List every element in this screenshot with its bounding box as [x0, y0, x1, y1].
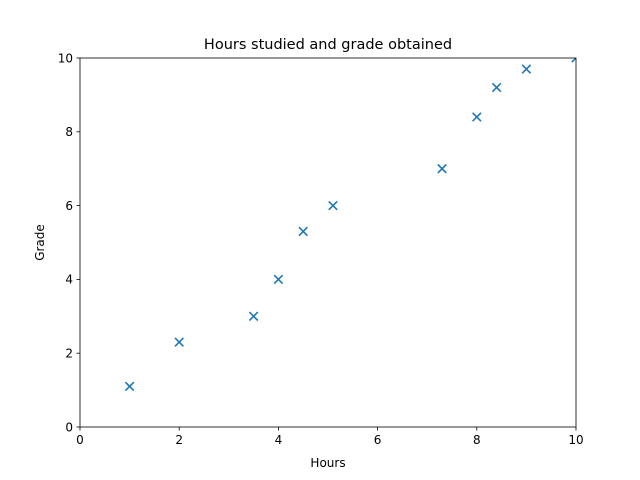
data-point [248, 311, 259, 322]
data-point [571, 58, 576, 63]
y-tick-label: 4 [65, 273, 73, 287]
x-tick-label: 8 [473, 433, 481, 447]
y-axis-label: Grade [33, 224, 47, 261]
x-axis-label: Hours [310, 456, 345, 470]
x-tick-label: 0 [76, 433, 84, 447]
data-point [472, 112, 482, 122]
plot-frame [79, 57, 577, 428]
data-points [124, 58, 576, 392]
data-point [298, 226, 308, 237]
chart-title: Hours studied and grade obtained [204, 37, 452, 53]
data-point [437, 163, 447, 174]
y-tick-label: 6 [65, 199, 73, 213]
y-tick-label: 8 [65, 125, 73, 139]
x-axis: 0 2 4 6 8 10 [76, 427, 584, 447]
data-point [174, 337, 184, 347]
data-point [328, 200, 338, 211]
plot-area [79, 57, 577, 428]
x-tick-label: 6 [374, 433, 382, 447]
data-point [491, 82, 502, 93]
y-tick-label: 0 [65, 420, 73, 434]
x-tick-label: 10 [568, 433, 583, 447]
y-axis: 0 2 4 6 8 10 [58, 51, 80, 434]
x-tick-label: 4 [275, 433, 283, 447]
y-tick-label: 2 [65, 347, 73, 361]
x-tick-label: 2 [175, 433, 183, 447]
data-point [124, 381, 135, 392]
data-point [273, 274, 284, 285]
data-point [521, 64, 532, 74]
y-tick-label: 10 [58, 51, 73, 65]
